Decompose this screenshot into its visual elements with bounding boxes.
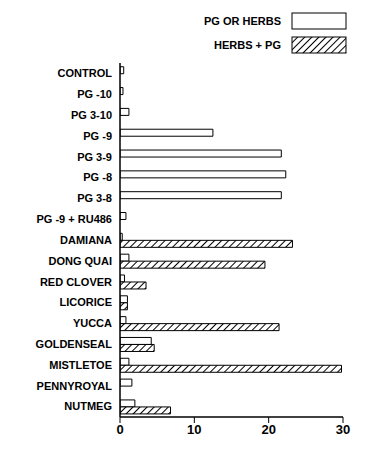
html-text:PG OR HERBS: PG OR HERBS xyxy=(204,15,281,27)
svg-text:LICORICE: LICORICE xyxy=(59,296,112,308)
svg-text:GOLDENSEAL: GOLDENSEAL xyxy=(36,338,113,350)
svg-text:30: 30 xyxy=(336,422,350,437)
svg-text:PG -8: PG -8 xyxy=(83,171,112,183)
svg-text:YUCCA: YUCCA xyxy=(73,317,112,329)
svg-text:RED CLOVER: RED CLOVER xyxy=(40,276,112,288)
svg-text:10: 10 xyxy=(187,422,201,437)
svg-text:PG -9: PG -9 xyxy=(83,130,112,142)
svg-text:NUTMEG: NUTMEG xyxy=(64,400,112,412)
svg-text:PG -9 + RU486: PG -9 + RU486 xyxy=(36,213,112,225)
svg-text:DAMIANA: DAMIANA xyxy=(60,234,112,246)
svg-text:DONG QUAI: DONG QUAI xyxy=(48,255,112,267)
svg-text:PENNYROYAL: PENNYROYAL xyxy=(37,380,113,392)
svg-text:PG 3-9: PG 3-9 xyxy=(77,151,112,163)
svg-text:PG -10: PG -10 xyxy=(77,88,112,100)
svg-text:MISTLETOE: MISTLETOE xyxy=(49,359,112,371)
svg-text:0: 0 xyxy=(116,422,123,437)
html-text:HERBS + PG: HERBS + PG xyxy=(214,39,281,51)
svg-text:20: 20 xyxy=(261,422,275,437)
svg-text:PG 3-8: PG 3-8 xyxy=(77,192,112,204)
svg-text:CONTROL: CONTROL xyxy=(58,67,113,79)
svg-text:PG 3-10: PG 3-10 xyxy=(71,109,112,121)
